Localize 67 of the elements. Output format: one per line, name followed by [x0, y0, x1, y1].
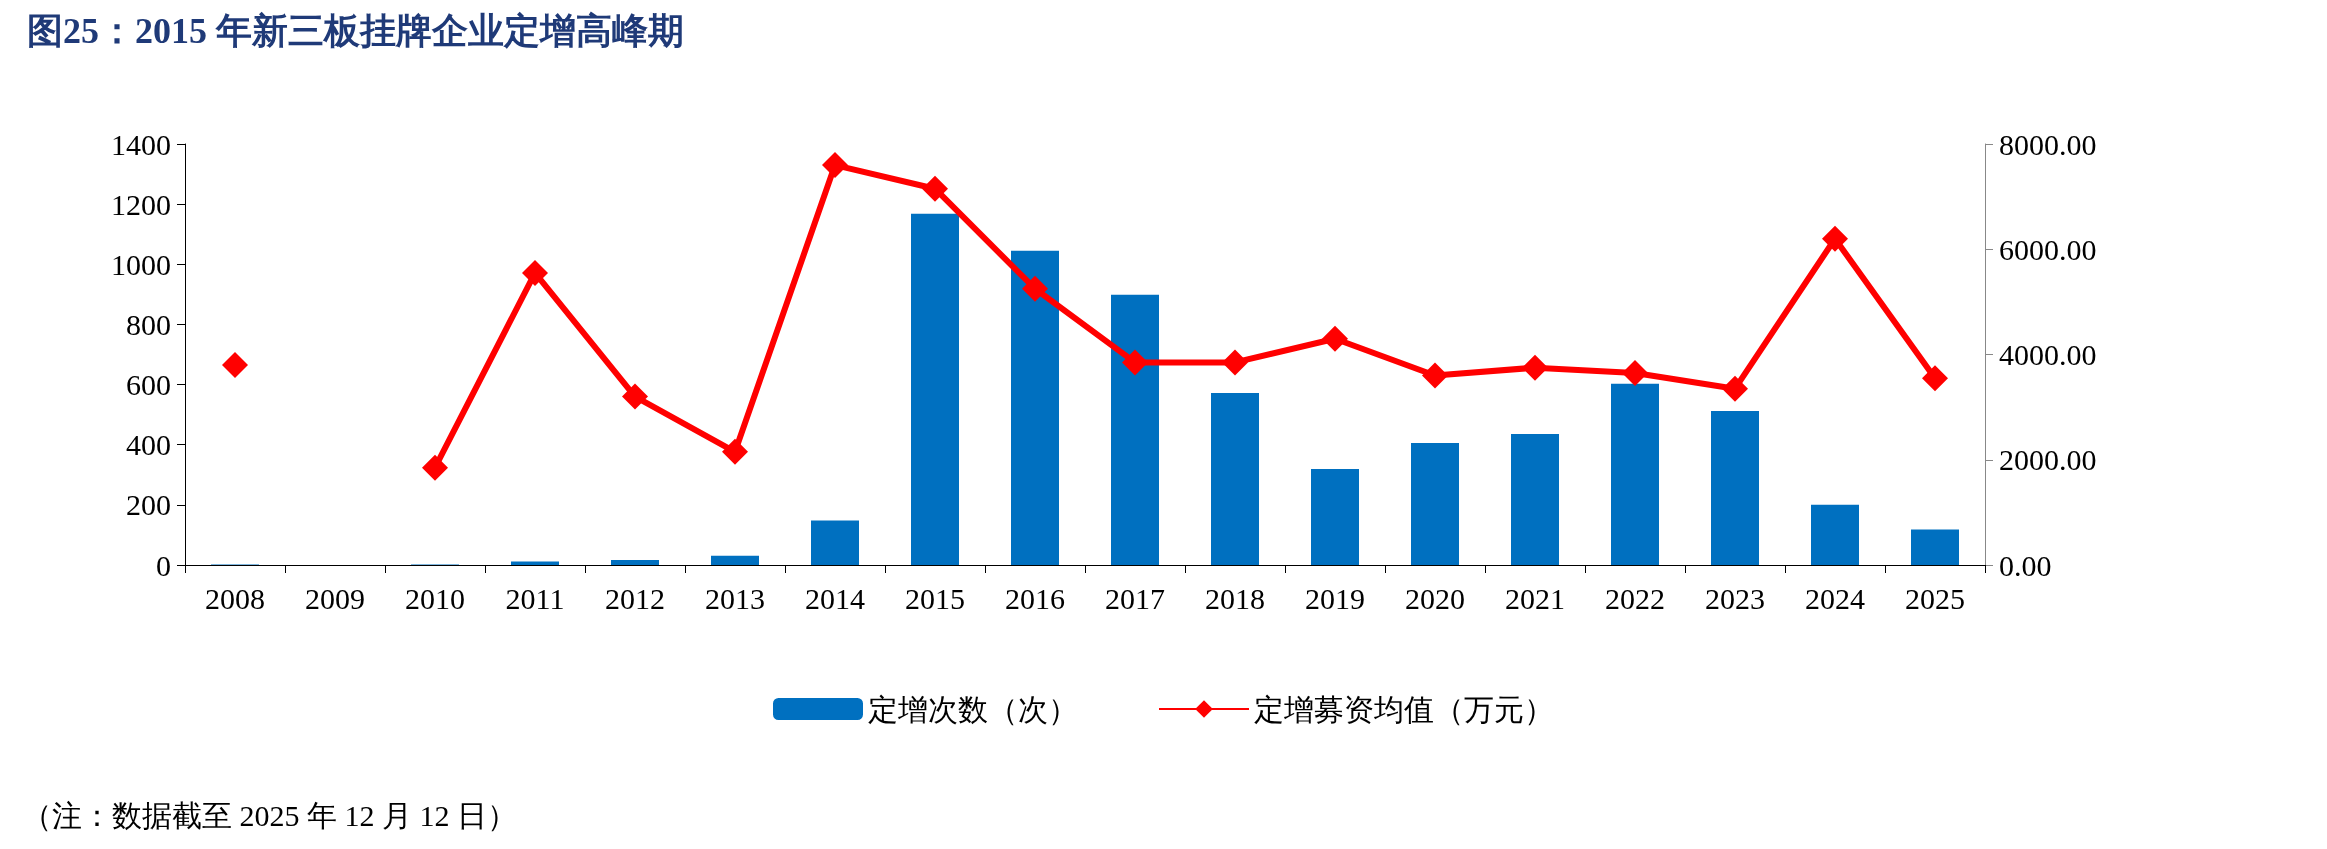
point [922, 175, 948, 202]
bar [611, 559, 659, 565]
point [1522, 354, 1548, 381]
x-tick-label: 2013 [705, 581, 765, 615]
x-tick-label: 2022 [1605, 581, 1665, 615]
bar [811, 520, 859, 565]
y2-tick-label: 0.00 [1999, 548, 2052, 582]
bar [1411, 442, 1459, 565]
y2-tick-label: 2000.00 [1999, 443, 2097, 477]
bar [511, 561, 559, 565]
y2-tick-label: 4000.00 [1999, 338, 2097, 371]
legend-label: 定增次数（次） [868, 692, 1078, 726]
point [1122, 349, 1148, 376]
point [1422, 362, 1448, 389]
x-tick-label: 2012 [605, 581, 665, 615]
y-tick-label: 200 [126, 488, 171, 522]
bar [1511, 433, 1559, 565]
point [1922, 365, 1948, 392]
x-tick-label: 2010 [405, 581, 465, 615]
x-tick-label: 2014 [805, 581, 865, 615]
bar [1611, 383, 1659, 565]
y-tick-label: 800 [126, 307, 171, 341]
x-tick-label: 2017 [1105, 581, 1165, 615]
x-tick-label: 2023 [1705, 581, 1765, 615]
point [722, 438, 748, 465]
point [822, 152, 848, 179]
point [522, 259, 548, 286]
bar [1711, 411, 1759, 565]
point [222, 352, 248, 379]
bar [911, 213, 959, 565]
y-tick-label: 400 [126, 428, 171, 462]
point [1222, 349, 1248, 376]
x-tick-label: 2021 [1505, 581, 1565, 615]
chart-title: 图25：2015 年新三板挂牌企业定增高峰期 [27, 11, 684, 51]
x-tick-label: 2009 [305, 581, 365, 615]
x-tick-label: 2024 [1805, 581, 1865, 615]
x-tick-label: 2015 [905, 581, 965, 615]
y2-tick-label: 6000.00 [1999, 232, 2097, 266]
bar [1911, 529, 1959, 565]
point [622, 383, 648, 410]
x-tick-label: 2008 [205, 581, 265, 615]
x-tick-label: 2020 [1405, 581, 1465, 615]
y2-tick-label: 8000.00 [1999, 127, 2097, 161]
point [1022, 275, 1048, 302]
bar [1211, 392, 1259, 565]
x-tick-label: 2016 [1005, 581, 1065, 615]
y-tick-label: 0 [156, 548, 171, 582]
text: （注：数据截至 2025 年 12 月 12 日） [22, 798, 517, 832]
point [1622, 359, 1648, 386]
bar [711, 555, 759, 565]
y-tick-label: 600 [126, 368, 171, 402]
x-tick-label: 2018 [1205, 581, 1265, 615]
bar [1811, 504, 1859, 565]
y-tick-label: 1200 [111, 187, 171, 221]
x-tick-label: 2019 [1305, 581, 1365, 615]
bar [1311, 469, 1359, 565]
point [1722, 375, 1748, 402]
point [1822, 225, 1848, 252]
y-tick-label: 1400 [111, 127, 171, 161]
legend-label: 定增募资均值（万元） [1254, 692, 1554, 726]
point [1322, 325, 1348, 352]
bar [1111, 294, 1159, 565]
point [422, 454, 448, 481]
y-tick-label: 1000 [111, 247, 171, 281]
bar [1011, 250, 1059, 565]
x-tick-label: 2011 [505, 581, 565, 615]
x-tick-label: 2025 [1905, 581, 1965, 615]
